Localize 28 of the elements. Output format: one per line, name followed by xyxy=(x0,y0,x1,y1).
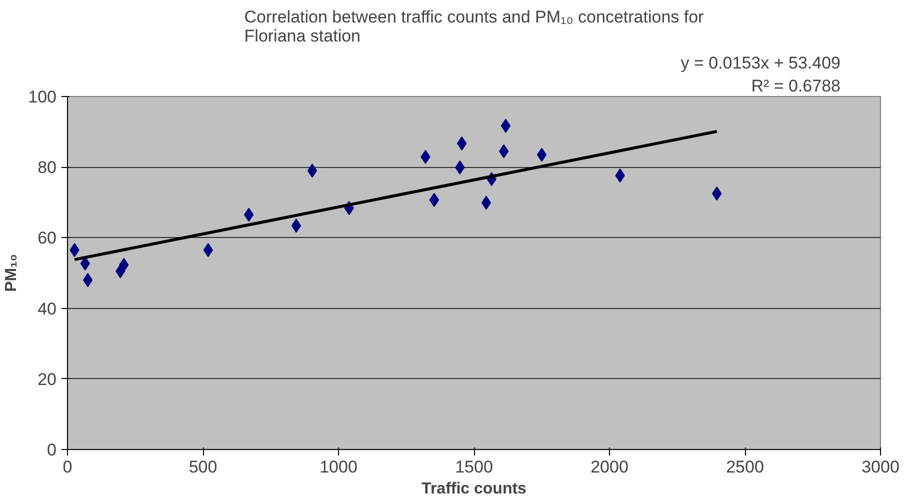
y-tick-label: 100 xyxy=(28,88,57,106)
chart-title: Correlation between traffic counts and PM₁₀ concetrations for Floriana station xyxy=(244,8,704,46)
text: R² = 0.6788 xyxy=(751,76,841,96)
y-tick-label: 20 xyxy=(38,370,57,389)
point xyxy=(536,148,547,162)
y-tick-label: 80 xyxy=(38,158,57,178)
y-axis-title: PM₁₀ xyxy=(3,254,20,292)
point xyxy=(456,136,467,150)
x-tick-label: 500 xyxy=(188,458,218,476)
point xyxy=(82,273,93,288)
point xyxy=(481,196,492,210)
point xyxy=(500,118,511,133)
point xyxy=(307,164,318,178)
point xyxy=(291,218,302,233)
x-tick-label: 1000 xyxy=(320,458,358,476)
point xyxy=(712,186,722,201)
x-tick-label: 2000 xyxy=(590,458,628,476)
text: y = 0.0153x + 53.409 xyxy=(680,54,841,72)
x-axis-title: Traffic counts xyxy=(422,480,527,498)
y-tick-label: 40 xyxy=(38,299,57,318)
x-tick-label: 0 xyxy=(62,458,72,476)
point xyxy=(244,208,254,222)
y-tick-label: 60 xyxy=(38,228,57,248)
x-tick-label: 1500 xyxy=(455,458,493,476)
x-tick-label: 2500 xyxy=(726,458,764,476)
point xyxy=(498,144,509,158)
y-tick-label: 0 xyxy=(47,440,57,460)
x-tick-label: 3000 xyxy=(862,458,900,476)
